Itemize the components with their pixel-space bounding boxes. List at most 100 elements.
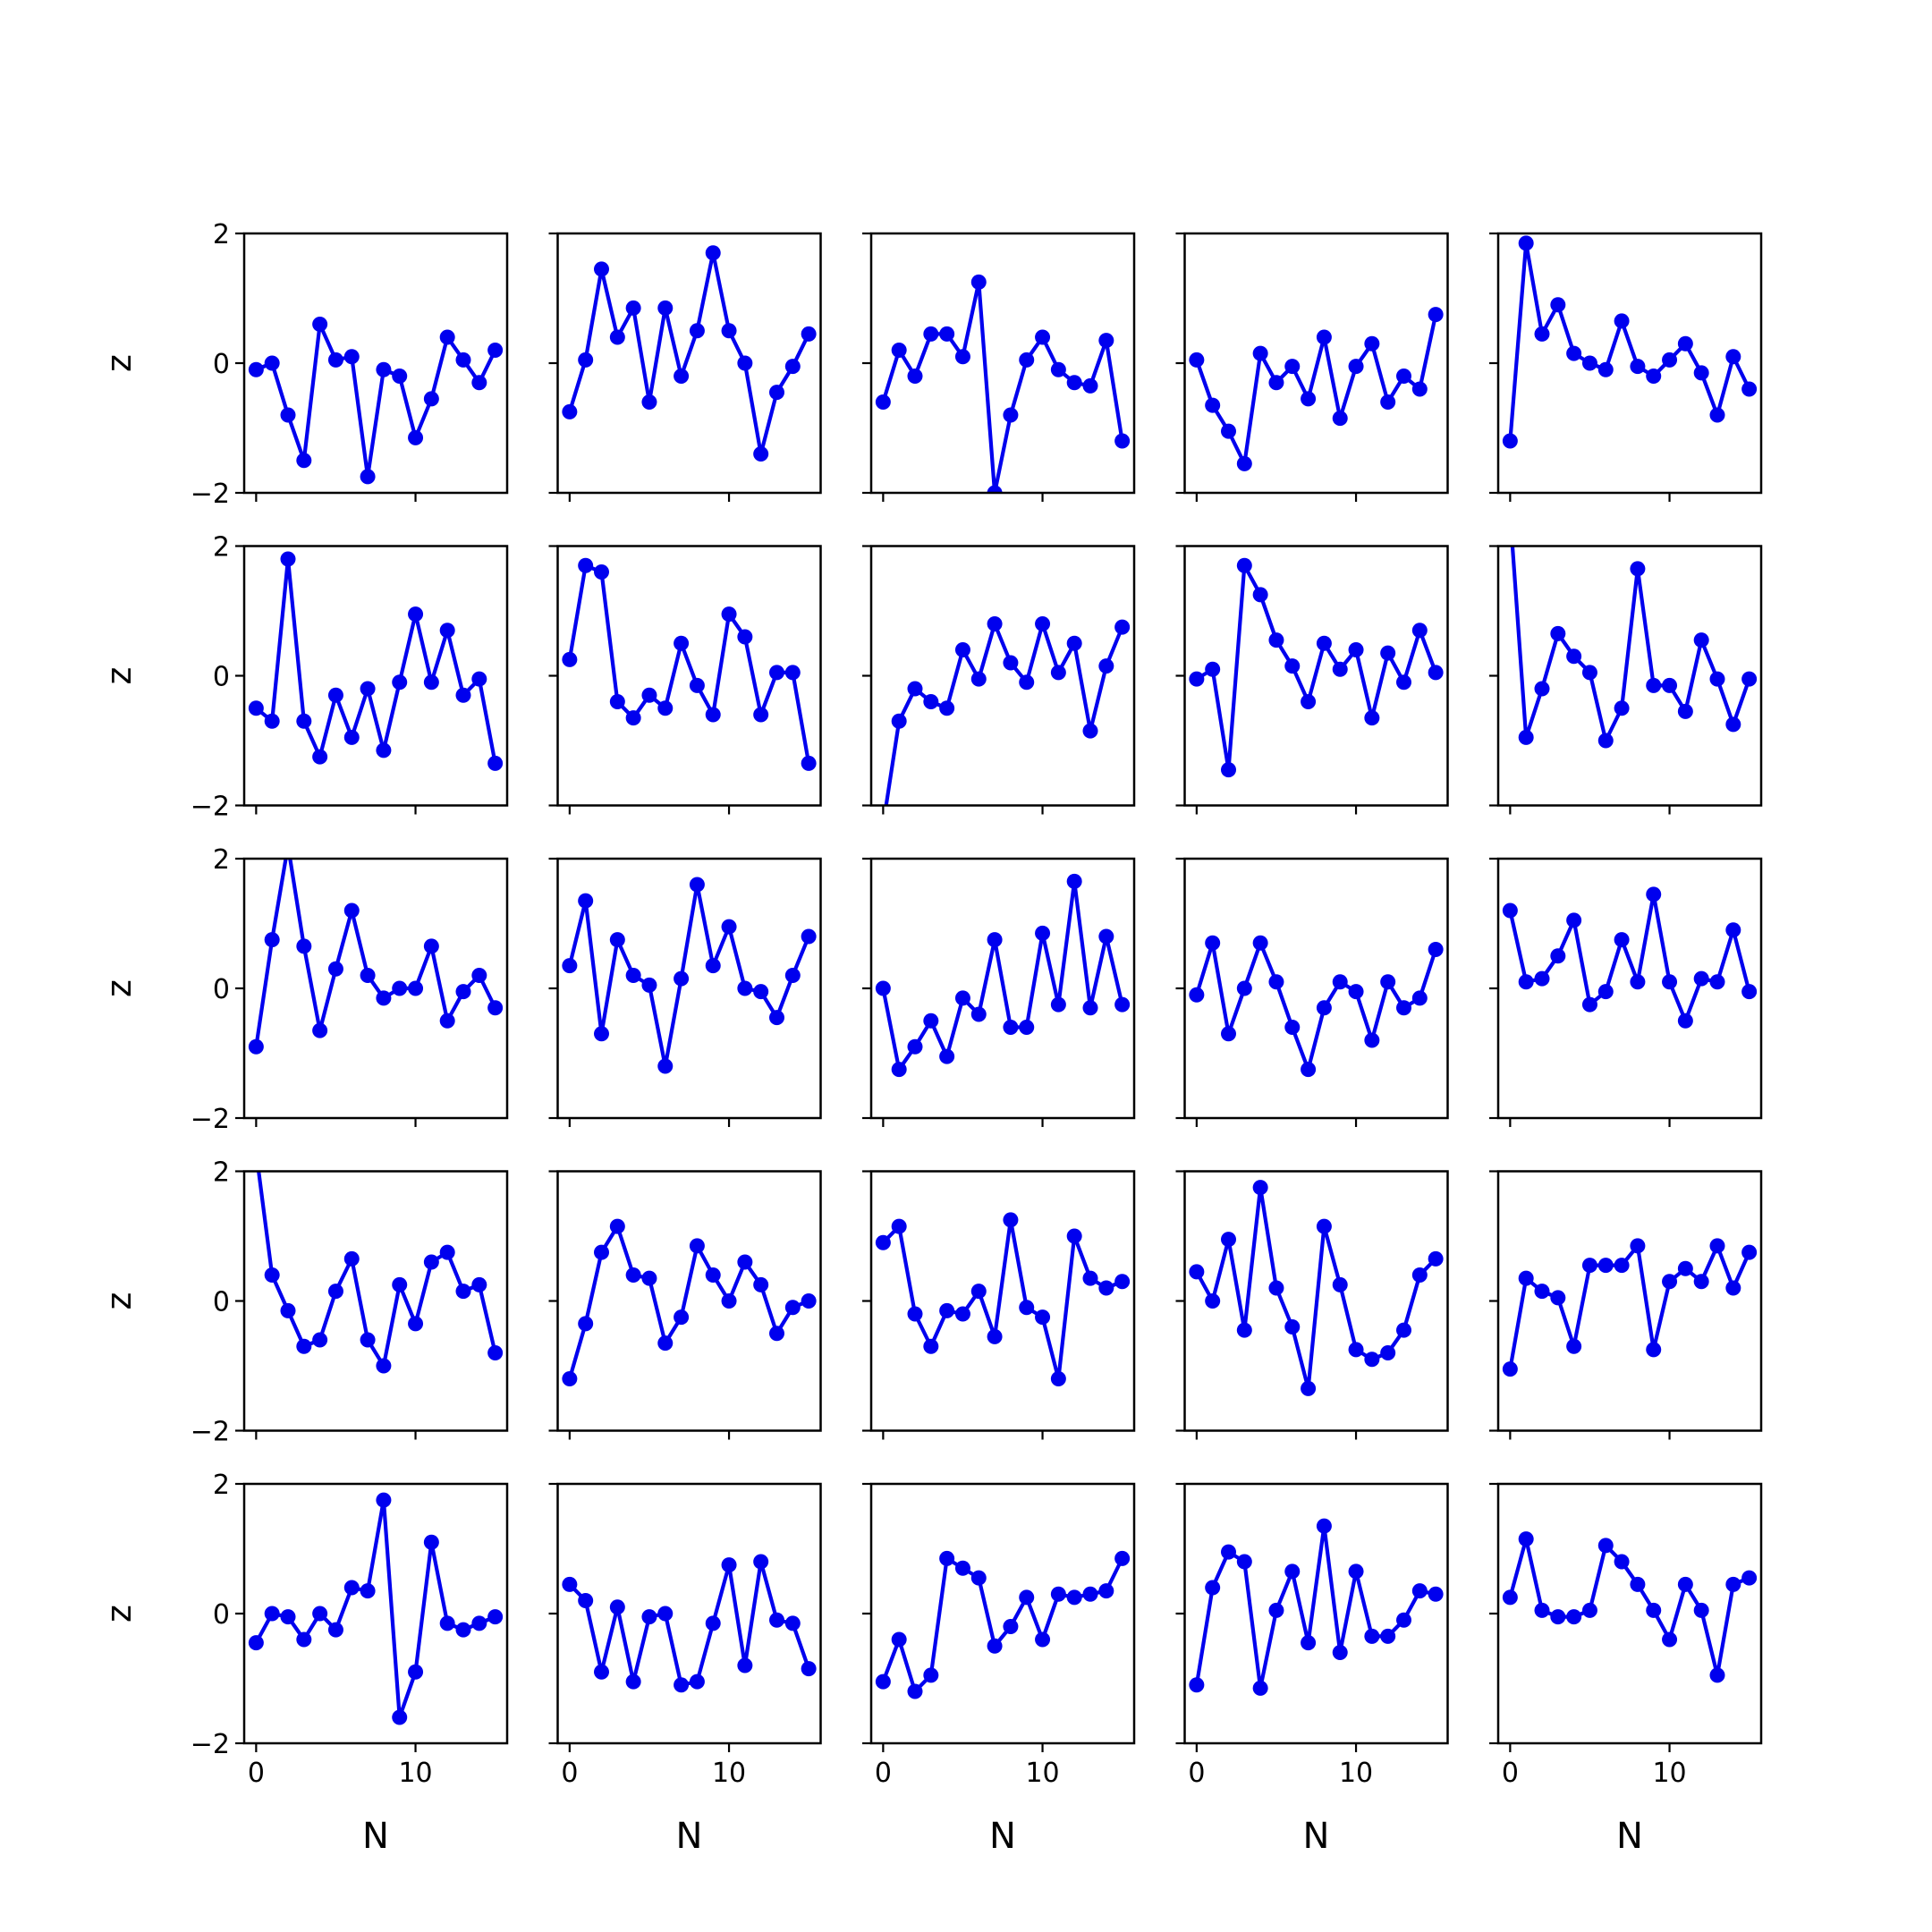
data-point [1003, 1212, 1019, 1228]
data-point [1396, 369, 1411, 384]
data-point [408, 1316, 424, 1332]
data-point [264, 355, 280, 371]
data-point [1284, 1020, 1301, 1035]
data-point [923, 1667, 939, 1683]
data-point [1581, 1258, 1597, 1274]
data-point [1581, 996, 1597, 1013]
data-point [674, 1309, 690, 1326]
y-tick-label: −2 [191, 1104, 230, 1135]
x-axis-label: N [676, 1816, 703, 1857]
data-point [1396, 1000, 1411, 1016]
data-point [248, 700, 264, 716]
data-point [923, 694, 939, 709]
series-line [881, 280, 1124, 493]
data-point [801, 928, 817, 945]
data-point [594, 1664, 609, 1680]
subplot-r2-c4 [1489, 857, 1763, 1127]
series-line [881, 1556, 1124, 1694]
subplot-r1-c0: −2 0 2 z [99, 532, 509, 823]
data-point [487, 1609, 504, 1625]
data-point [769, 385, 784, 401]
data-point [1082, 1000, 1098, 1016]
x-tick-label: 0 [561, 1758, 578, 1789]
data-point [1566, 1338, 1582, 1354]
subplot-r0-c3 [1175, 232, 1449, 502]
data-point [784, 968, 801, 983]
data-point [423, 938, 439, 954]
data-point [689, 877, 705, 893]
data-point [674, 635, 690, 651]
data-point [1221, 1026, 1236, 1042]
data-point [1396, 1322, 1411, 1338]
y-tick-label: 0 [213, 1287, 230, 1318]
data-point [1709, 974, 1725, 990]
data-point [1411, 1583, 1428, 1599]
data-point [970, 1570, 987, 1586]
data-point [1693, 1602, 1709, 1618]
data-point [1301, 1635, 1317, 1651]
data-point [1189, 352, 1205, 368]
data-point [721, 919, 737, 935]
data-point [674, 1677, 690, 1693]
data-point [657, 700, 674, 716]
data-point [1518, 1270, 1534, 1286]
data-point [1019, 1020, 1035, 1035]
data-point [1114, 1274, 1131, 1290]
data-point [987, 485, 1003, 493]
x-tick-label: 10 [398, 1758, 432, 1789]
data-point [408, 606, 424, 623]
data-point [609, 1599, 625, 1615]
data-point [721, 1557, 737, 1573]
data-point [1614, 1258, 1630, 1274]
data-point [1550, 625, 1566, 641]
data-point [625, 1267, 641, 1283]
x-axis-label: N [1303, 1816, 1330, 1857]
data-point [1725, 1280, 1741, 1296]
data-point [1534, 1284, 1550, 1300]
data-point [737, 980, 753, 996]
data-point [891, 1631, 907, 1648]
data-point [1614, 932, 1630, 948]
data-point [674, 970, 690, 987]
data-point [392, 980, 408, 996]
data-point [1332, 411, 1348, 427]
data-point [1534, 681, 1550, 697]
data-point [455, 984, 471, 1000]
data-point [625, 710, 641, 726]
data-point [1364, 1352, 1380, 1368]
data-point [296, 1338, 312, 1354]
series-line [567, 564, 811, 764]
data-point [1630, 359, 1646, 375]
data-point [343, 902, 360, 919]
data-point [376, 1492, 392, 1508]
data-point [769, 1010, 784, 1026]
data-point [987, 932, 1003, 948]
data-point [439, 329, 455, 345]
data-point [439, 1615, 455, 1631]
data-point [641, 1270, 657, 1286]
data-point [1693, 632, 1709, 648]
data-point [376, 742, 392, 758]
y-tick-label: 2 [213, 532, 230, 564]
data-point [1189, 987, 1205, 1003]
data-point [1035, 925, 1051, 941]
subplot-grid: −2 0 2 z −2 0 2 z −2 0 2 z −2 0 2 z 0 10 −2 0 2 z N 0 10 N 0 10 N 0 10… [99, 219, 1763, 1857]
data-point [769, 1326, 784, 1342]
data-point [641, 977, 657, 993]
data-point [1534, 326, 1550, 342]
y-tick-label: −2 [191, 479, 230, 510]
y-tick-label: 2 [213, 1157, 230, 1189]
data-point [939, 1302, 955, 1318]
data-point [1725, 716, 1741, 733]
x-tick-label: 0 [1188, 1758, 1205, 1789]
data-point [1597, 984, 1614, 1000]
data-point [423, 674, 439, 691]
data-point [1050, 1586, 1066, 1602]
subplot-r0-c1 [548, 232, 822, 502]
subplot-r1-c2 [862, 545, 1136, 815]
data-point [408, 429, 424, 445]
subplot-r1-c3 [1175, 545, 1449, 815]
data-point [1502, 902, 1518, 919]
data-point [487, 343, 504, 358]
